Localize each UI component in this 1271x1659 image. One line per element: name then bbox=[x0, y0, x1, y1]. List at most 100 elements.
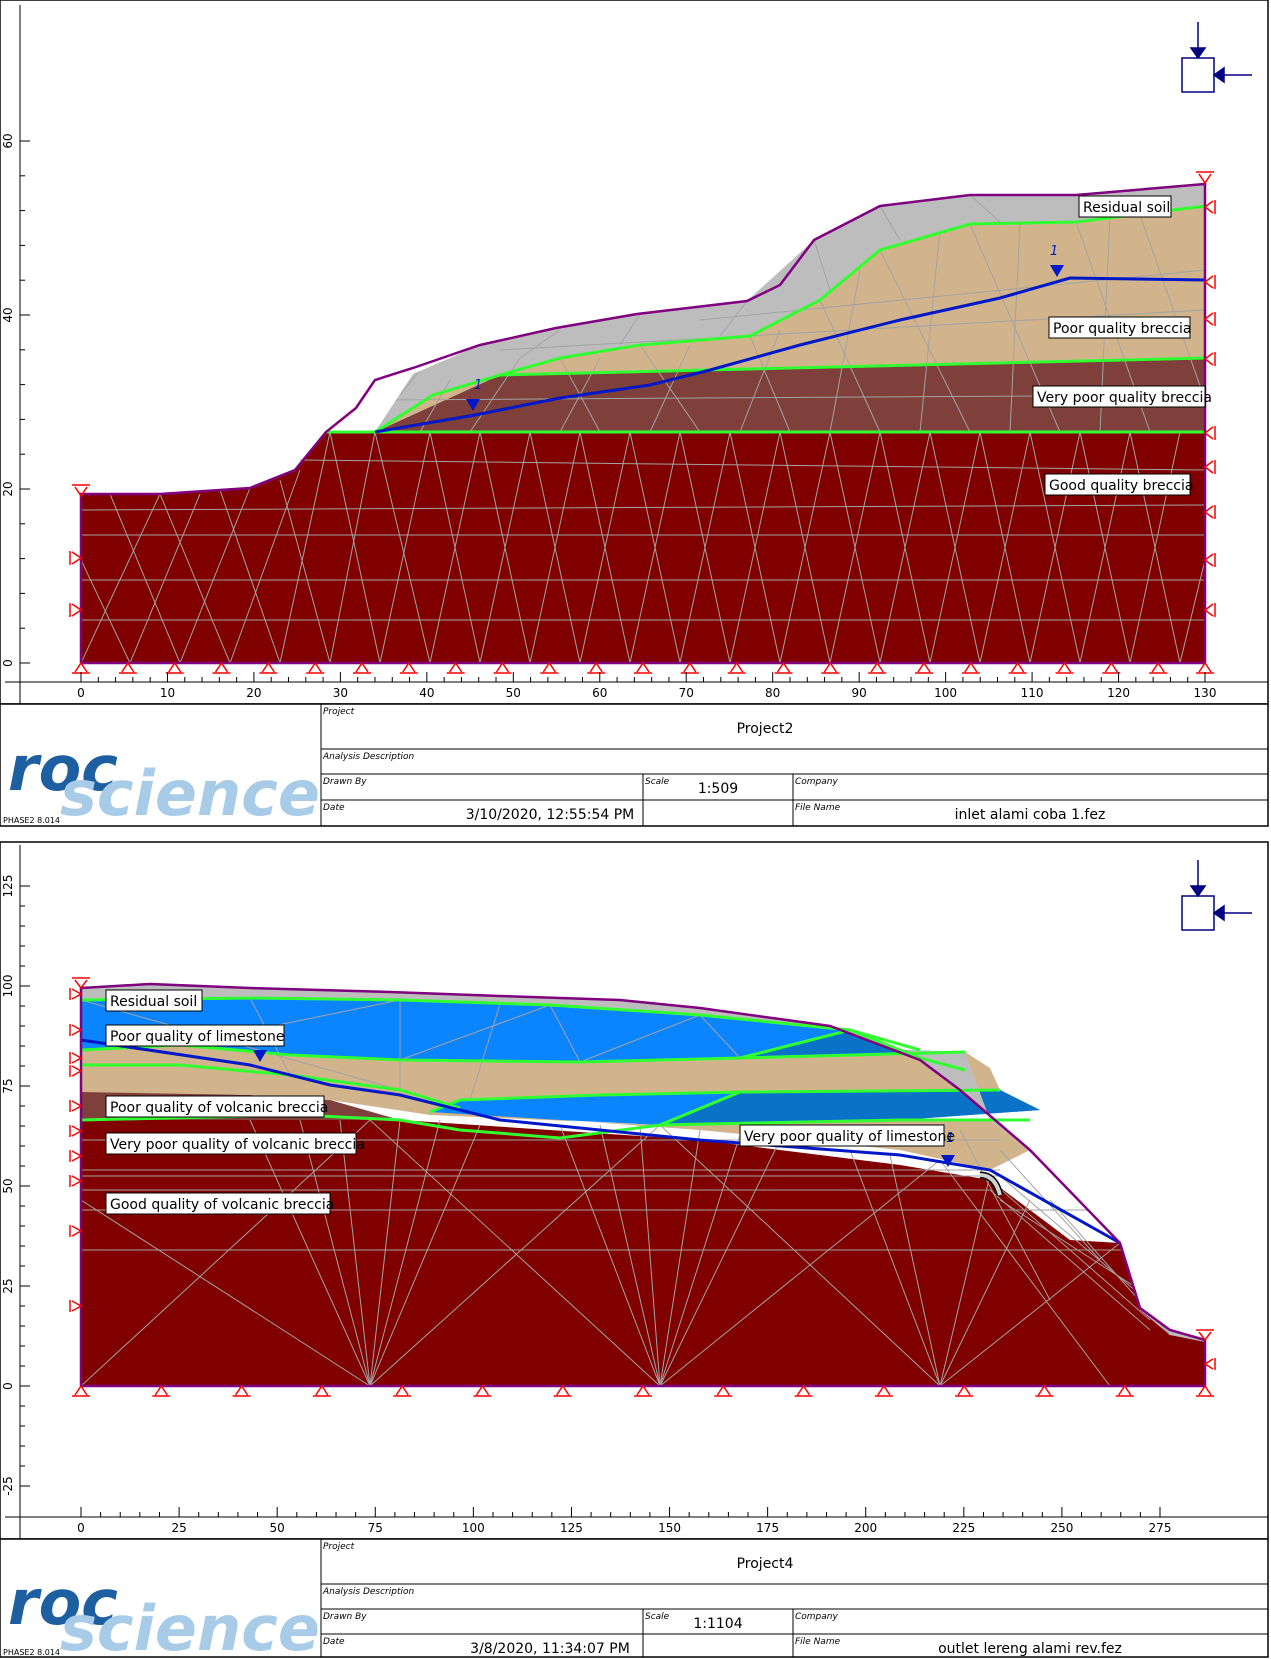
panel-2-x-axis: 0 25 50 75 100 125 150 175 200 225 250 275 bbox=[5, 1507, 1268, 1535]
scale-value: 1:509 bbox=[698, 781, 738, 797]
y-tick-label: 75 bbox=[1, 1078, 15, 1093]
support-roller-icon bbox=[312, 1384, 331, 1397]
label-good-quality-volcanic-breccia: Good quality of volcanic breccia bbox=[110, 1197, 334, 1213]
x-tick-label: 175 bbox=[756, 1521, 779, 1535]
panel-2-y-axis: -25 0 25 50 75 100 125 bbox=[1, 845, 30, 1539]
support-roller-icon bbox=[961, 661, 980, 674]
project-name: Project2 bbox=[737, 721, 794, 737]
panel-1-region-labels: Residual soil Poor quality breccia Very … bbox=[1032, 195, 1212, 496]
company-caption: Company bbox=[795, 777, 838, 787]
svg-text:roc: roc bbox=[8, 1566, 118, 1639]
x-tick-label: 25 bbox=[171, 1521, 186, 1535]
region-poor-quality-breccia bbox=[375, 206, 1205, 432]
rocscience-logo: roc science bbox=[8, 732, 320, 830]
panel-2-mesh bbox=[81, 997, 1205, 1386]
panel-2: 1 1 bbox=[0, 841, 1269, 1540]
drawn-caption: Drawn By bbox=[323, 1612, 367, 1622]
y-tick-label: 25 bbox=[1, 1278, 15, 1293]
date-caption: Date bbox=[323, 803, 345, 813]
water-marker-label: 1 bbox=[1050, 244, 1058, 259]
support-roller-icon bbox=[152, 1384, 171, 1397]
x-tick-label: 110 bbox=[1021, 686, 1044, 700]
scale-caption: Scale bbox=[645, 1612, 670, 1622]
support-roller-icon bbox=[727, 661, 746, 674]
load-direction-icon bbox=[1181, 860, 1252, 931]
y-tick-label: 50 bbox=[1, 1178, 15, 1193]
label-poor-quality-limestone: Poor quality of limestone bbox=[110, 1029, 284, 1045]
x-tick-label: 100 bbox=[462, 1521, 485, 1535]
boundary-residual-bottom bbox=[374, 204, 1206, 434]
x-tick-label: 275 bbox=[1149, 1521, 1172, 1535]
y-tick-label: 60 bbox=[1, 133, 15, 148]
support-roller-icon bbox=[353, 661, 371, 674]
y-tick-label: 125 bbox=[1, 875, 15, 898]
y-tick-label: 40 bbox=[1, 307, 15, 322]
support-roller-icon bbox=[774, 661, 793, 674]
drawn-caption: Drawn By bbox=[323, 777, 367, 787]
support-roller-icon bbox=[821, 661, 840, 674]
x-tick-label: 20 bbox=[246, 686, 261, 700]
label-residual-soil-2: Residual soil bbox=[110, 994, 197, 1010]
panel-1-x-axis: 0 10 20 30 40 50 60 70 80 90 100 110 120 130 bbox=[5, 672, 1268, 700]
boundary-middle-limestone bbox=[429, 1088, 1001, 1114]
title-block-1: roc science PHASE2 8.014 Project Project… bbox=[0, 703, 1269, 830]
region-poor-volcanic-breccia bbox=[81, 1065, 1120, 1243]
x-tick-label: 225 bbox=[952, 1521, 975, 1535]
panel-2-region-labels: Residual soil Poor quality of limestone … bbox=[105, 989, 955, 1215]
support-roller-icon bbox=[232, 1384, 251, 1397]
x-tick-label: 50 bbox=[506, 686, 521, 700]
support-roller-icon bbox=[1149, 661, 1168, 674]
x-tick-label: 80 bbox=[765, 686, 780, 700]
support-roller-icon bbox=[72, 1384, 90, 1397]
support-roller-icon bbox=[1102, 661, 1121, 674]
support-roller-icon bbox=[306, 661, 325, 674]
x-tick-label: 0 bbox=[77, 686, 85, 700]
x-tick-label: 50 bbox=[270, 1521, 285, 1535]
panel-1-boundaries bbox=[79, 182, 1207, 665]
y-tick-label: -25 bbox=[1, 1476, 15, 1496]
file-name: outlet lereng alami rev.fez bbox=[938, 1641, 1122, 1657]
water-table-line-2 bbox=[80, 1038, 1121, 1245]
y-tick-label: 100 bbox=[1, 975, 15, 998]
software-version: PHASE2 8.014 bbox=[3, 816, 60, 825]
boundary-very-poor-top bbox=[499, 356, 1206, 377]
label-very-poor-quality-breccia: Very poor quality breccia bbox=[1037, 390, 1212, 406]
panel-2-boundaries bbox=[79, 982, 1207, 1388]
panel-1-y-axis: 0 20 40 60 bbox=[1, 5, 30, 704]
support-roller-icon bbox=[399, 661, 418, 674]
support-roller-icon bbox=[714, 1384, 733, 1397]
support-roller-icon bbox=[915, 661, 933, 674]
support-roller-icon bbox=[874, 1384, 893, 1397]
x-tick-label: 130 bbox=[1194, 686, 1217, 700]
x-tick-label: 10 bbox=[160, 686, 175, 700]
software-version: PHASE2 8.014 bbox=[3, 1648, 60, 1657]
panel-1-supports bbox=[69, 171, 1216, 674]
support-roller-icon bbox=[493, 661, 512, 674]
scale-value: 1:1104 bbox=[693, 1616, 742, 1632]
support-roller-icon bbox=[587, 661, 606, 674]
x-tick-label: 70 bbox=[679, 686, 694, 700]
external-boundary-2 bbox=[79, 982, 1207, 1388]
project-caption: Project bbox=[323, 707, 355, 717]
region-residual-soil bbox=[326, 184, 1205, 432]
x-tick-label: 100 bbox=[934, 686, 957, 700]
water-marker-label: 1 bbox=[946, 1131, 954, 1146]
x-tick-label: 150 bbox=[658, 1521, 681, 1535]
panel-2-supports bbox=[69, 977, 1216, 1397]
panel-1: 1 1 bbox=[0, 0, 1269, 705]
x-tick-label: 125 bbox=[560, 1521, 583, 1535]
panel-1-water-markers: 1 1 bbox=[466, 244, 1064, 411]
x-tick-label: 30 bbox=[333, 686, 348, 700]
water-marker-label: 1 bbox=[474, 378, 482, 393]
rocscience-logo: roc science bbox=[8, 1566, 320, 1659]
support-roller-icon bbox=[1055, 661, 1074, 674]
file-caption: File Name bbox=[795, 803, 841, 813]
region-very-poor-limestone bbox=[660, 1090, 1040, 1125]
x-tick-label: 0 bbox=[77, 1521, 85, 1535]
support-roller-icon bbox=[165, 661, 184, 674]
support-roller-icon bbox=[540, 661, 559, 674]
y-tick-label: 0 bbox=[1, 659, 15, 667]
region-good-quality-breccia bbox=[81, 432, 1205, 663]
date-caption: Date bbox=[323, 1637, 345, 1647]
